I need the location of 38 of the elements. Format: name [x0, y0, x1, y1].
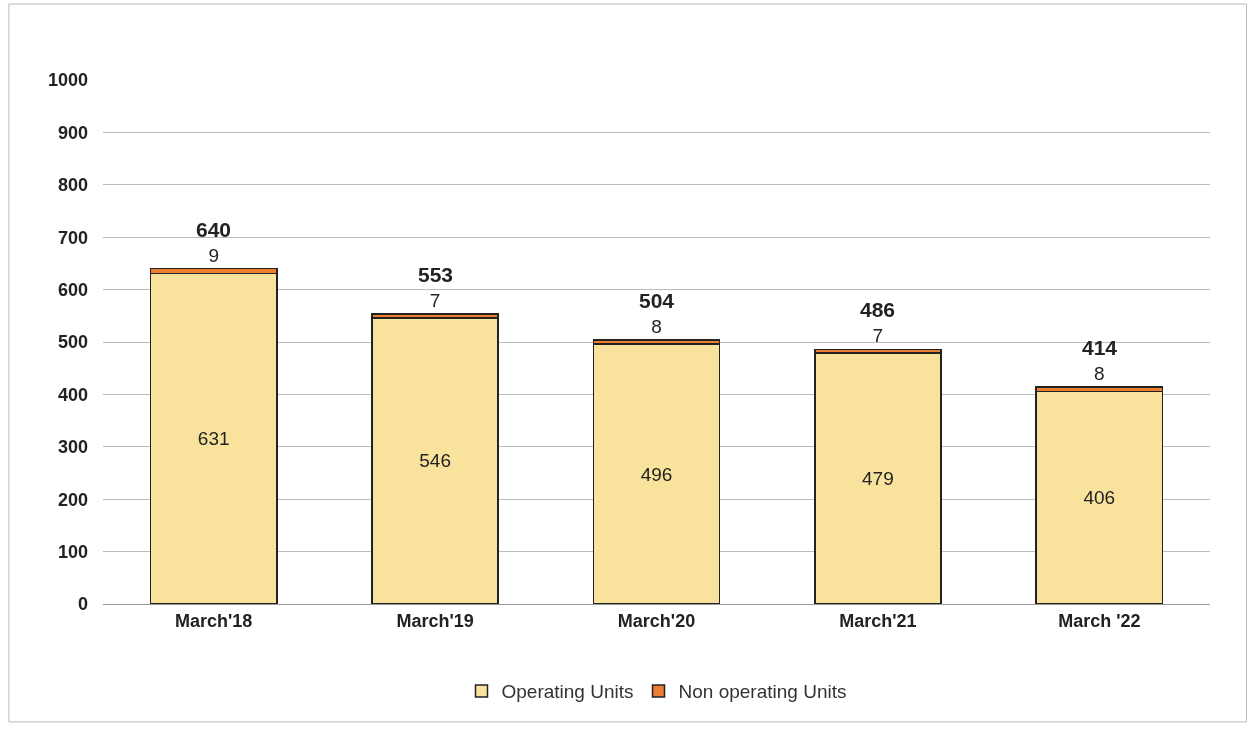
- total-label: 486: [860, 298, 896, 321]
- data-label: 8: [1094, 363, 1105, 385]
- data-label: 496: [640, 463, 673, 485]
- total-label: 414: [1082, 336, 1118, 359]
- legend-label: Non operating Units: [678, 681, 847, 703]
- data-label: 406: [1083, 487, 1116, 509]
- x-tick-label: March'20: [617, 610, 696, 631]
- total-label: 640: [196, 218, 232, 241]
- bar: [592, 343, 721, 604]
- x-tick-label: March '22: [1058, 610, 1141, 631]
- data-label: 7: [429, 290, 441, 312]
- bar: [1035, 390, 1164, 604]
- data-label: 7: [872, 325, 884, 347]
- y-tick-label: 600: [57, 279, 88, 300]
- x-tick-label: March'21: [839, 610, 917, 631]
- x-tick-label: March'19: [396, 610, 474, 631]
- y-tick-label: 200: [57, 489, 88, 510]
- y-tick-label: 0: [77, 594, 88, 615]
- data-label: 479: [862, 468, 894, 489]
- data-label: 8: [651, 315, 662, 337]
- data-label: 9: [208, 244, 219, 266]
- bar: [371, 317, 499, 604]
- y-tick-label: 800: [57, 175, 88, 196]
- bar: [149, 272, 278, 604]
- y-tick-label: 400: [57, 384, 88, 405]
- y-tick-label: 300: [57, 437, 88, 458]
- total-label: 504: [639, 289, 675, 312]
- x-tick-label: March'18: [175, 610, 253, 631]
- y-tick-label: 900: [57, 122, 88, 143]
- bar: [814, 352, 942, 604]
- y-tick-label: 500: [57, 332, 88, 353]
- data-label: 546: [419, 450, 451, 472]
- y-tick-label: 700: [57, 227, 88, 248]
- total-label: 553: [418, 263, 454, 286]
- data-label: 631: [197, 428, 230, 450]
- legend-label: Operating Units: [501, 681, 634, 703]
- y-tick-label: 1000: [47, 70, 88, 91]
- y-tick-label: 100: [57, 541, 88, 562]
